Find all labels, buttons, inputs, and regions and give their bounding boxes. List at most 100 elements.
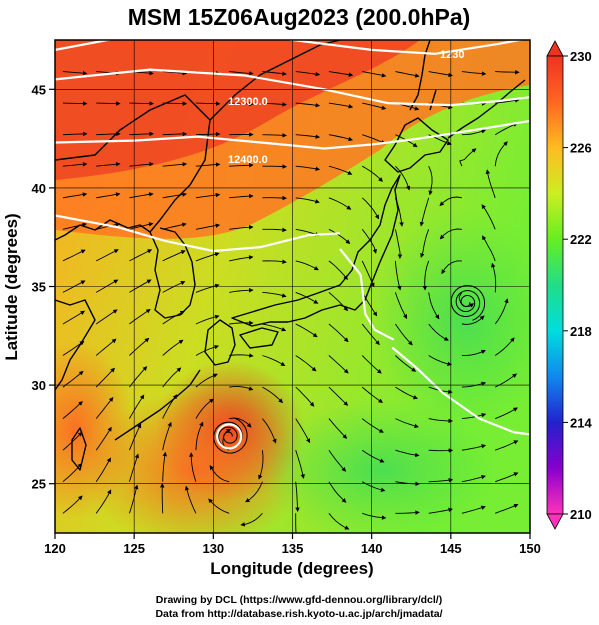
x-axis-title: Longitude (degrees) [210,559,373,578]
streamline [439,196,462,207]
streamline [184,485,197,514]
streamline [195,192,221,199]
streamline [195,421,204,451]
streamline [162,367,182,388]
x-tick-label: 125 [123,541,145,556]
height-contour-line [55,40,526,55]
streamline [95,489,112,514]
streamline [128,453,140,482]
streamline [245,481,263,503]
streamline [439,228,462,240]
height-contours [55,40,530,436]
y-axis-title: Latitude (degrees) [2,213,21,360]
streamline [361,292,378,317]
streamline [295,450,305,479]
colorbar-bottom-arrow [546,513,564,530]
streamline [485,169,496,198]
streamline [229,255,254,262]
streamline [422,260,430,291]
coastline-kyushu [204,319,236,366]
streamline [195,223,221,230]
streamline [394,292,408,320]
streamline [262,386,284,404]
height-contour-line [55,119,530,150]
streamline [295,355,317,372]
x-tick-label: 120 [44,541,66,556]
streamline [461,474,486,483]
streamline [328,323,349,343]
streamline [62,495,83,514]
streamline [208,498,230,514]
streamline [262,164,287,169]
streamline [229,71,254,76]
streamline [262,195,287,201]
streamline [295,418,311,444]
streamline [461,381,487,388]
streamline [96,161,121,167]
streamline [428,418,454,424]
streamline [129,192,154,199]
streamline [328,260,348,280]
colorbar: 230 226 222 218 214 210 [546,40,592,530]
streamline [129,279,152,293]
streamline [62,222,88,230]
x-tick-label: 145 [440,541,462,556]
streamline [195,252,220,262]
streamline [129,366,148,388]
streamline [262,259,287,264]
streamline [295,260,319,271]
streamline [428,448,454,453]
coastline-asia-mainland [55,94,211,241]
streamline [262,323,287,332]
streamline [295,386,315,407]
streamline [482,235,496,262]
streamline [128,484,139,514]
contour-label-12400: 12400.0 [228,154,268,166]
streamline [62,131,88,137]
streamline [494,337,515,356]
contour-label-1230: 1230 [440,49,464,61]
height-contour-line [391,346,530,436]
streamline [95,367,116,388]
streamline [129,101,154,106]
credit-drawing: Drawing by DCL (https://www.gfd-dennou.o… [156,594,442,606]
streamline [262,227,287,233]
streamline [162,131,188,137]
streamline [295,102,321,108]
coastline-taiwan [71,427,87,471]
streamline [395,323,413,346]
credit-data-source: Data from http://database.rish.kyoto-u.a… [155,608,442,620]
streamline [328,228,351,244]
height-contour-line [55,68,530,107]
streamline [262,102,287,107]
streamline [229,288,254,293]
coastline-shikoku [239,327,279,349]
streamline [395,386,418,400]
streamline [481,204,496,230]
streamline [328,386,349,406]
streamline [395,71,420,78]
x-tick-label: 150 [519,541,541,556]
height-contour-line [339,248,395,341]
streamline [461,413,487,420]
y-tick-label: 25 [32,477,46,492]
streamline [461,315,485,325]
streamline [195,314,220,325]
streamline [62,161,88,167]
streamline [441,260,462,275]
x-tick-label: 135 [282,541,304,556]
streamline [262,133,287,138]
streamline [195,398,215,419]
colorbar-tick-label: 218 [570,324,592,339]
streamline [96,192,121,199]
streamline [262,355,286,366]
colorbar-tick-label: 222 [570,232,592,247]
streamline [495,407,518,420]
streamline [129,394,145,419]
streamline [394,229,403,259]
streamline [159,482,165,514]
streamline [229,224,254,230]
streamline [495,503,519,514]
streamline [461,71,487,76]
coastline-china-east [55,299,96,391]
